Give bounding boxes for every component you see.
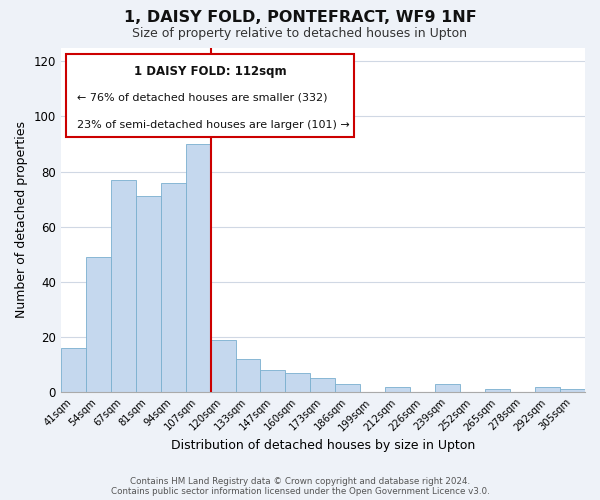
Bar [310, 378, 335, 392]
X-axis label: Distribution of detached houses by size in Upton: Distribution of detached houses by size … [171, 440, 475, 452]
Text: Size of property relative to detached houses in Upton: Size of property relative to detached ho… [133, 28, 467, 40]
Bar [185, 144, 211, 392]
Bar [161, 182, 185, 392]
Text: 1, DAISY FOLD, PONTEFRACT, WF9 1NF: 1, DAISY FOLD, PONTEFRACT, WF9 1NF [124, 10, 476, 25]
Bar [86, 257, 111, 392]
Bar [385, 386, 410, 392]
Bar [61, 348, 86, 392]
Bar [286, 373, 310, 392]
Bar [260, 370, 286, 392]
Bar [111, 180, 136, 392]
Bar [335, 384, 361, 392]
Text: ← 76% of detached houses are smaller (332): ← 76% of detached houses are smaller (33… [77, 92, 327, 102]
Text: 1 DAISY FOLD: 112sqm: 1 DAISY FOLD: 112sqm [134, 64, 287, 78]
Text: Contains public sector information licensed under the Open Government Licence v3: Contains public sector information licen… [110, 487, 490, 496]
Bar [535, 386, 560, 392]
Bar [136, 196, 161, 392]
FancyBboxPatch shape [66, 54, 355, 137]
Bar [211, 340, 236, 392]
Bar [435, 384, 460, 392]
Text: Contains HM Land Registry data © Crown copyright and database right 2024.: Contains HM Land Registry data © Crown c… [130, 477, 470, 486]
Bar [485, 390, 510, 392]
Bar [560, 390, 585, 392]
Bar [236, 359, 260, 392]
Text: 23% of semi-detached houses are larger (101) →: 23% of semi-detached houses are larger (… [77, 120, 349, 130]
Y-axis label: Number of detached properties: Number of detached properties [15, 122, 28, 318]
